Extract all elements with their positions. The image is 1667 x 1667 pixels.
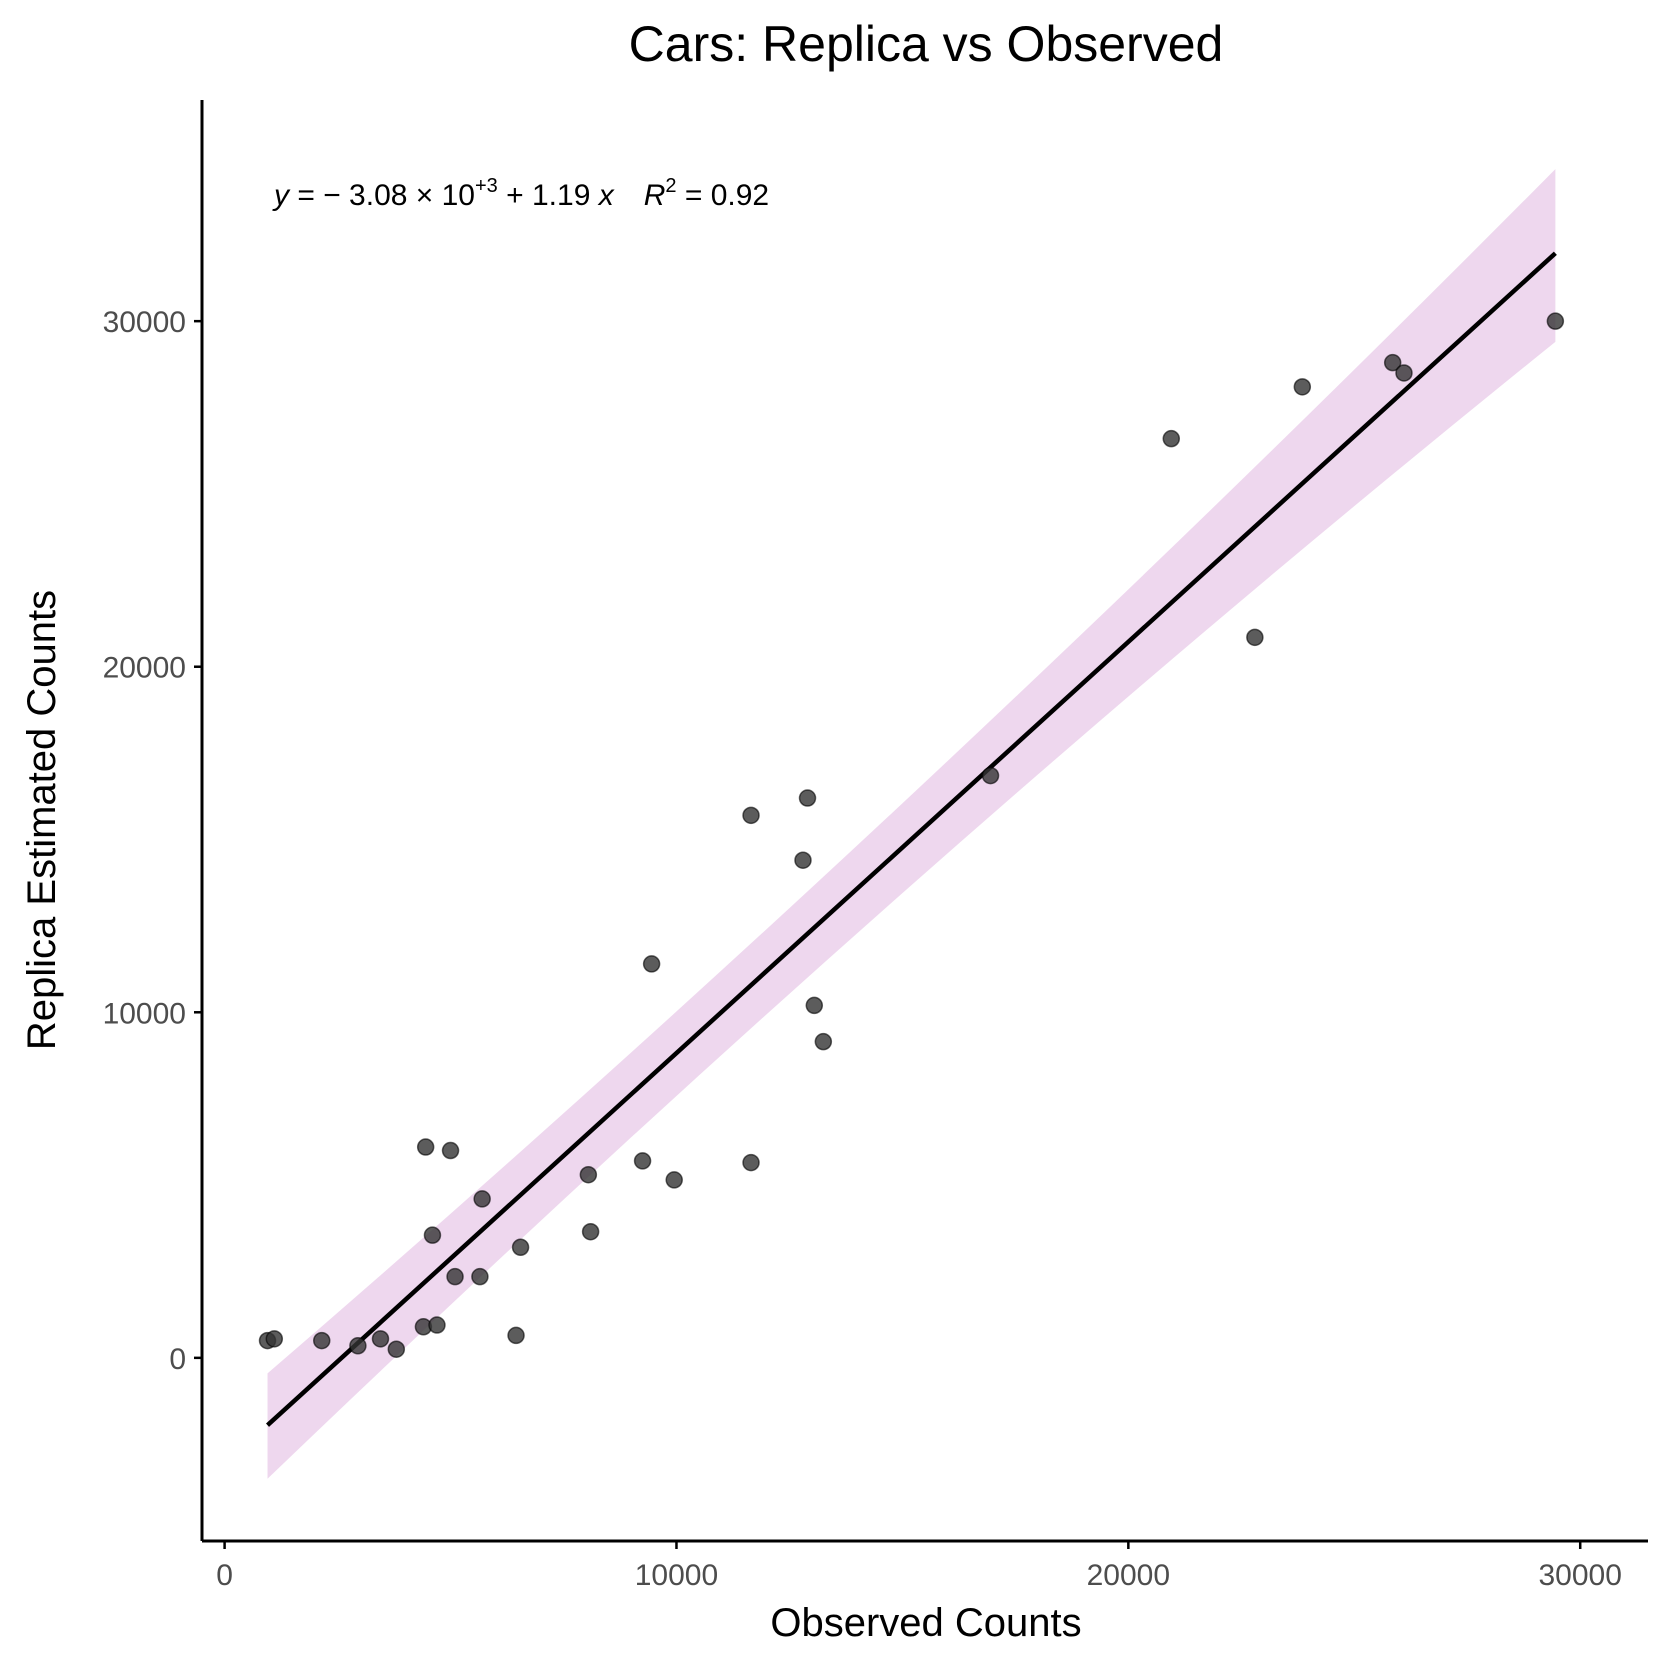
eq-y-symbol: y xyxy=(272,179,291,212)
eq-r-value: = 0.92 xyxy=(677,179,770,212)
eq-r-symbol: R xyxy=(644,179,666,212)
data-point xyxy=(423,1226,442,1244)
data-point xyxy=(349,1337,367,1355)
eq-intercept-text: = − 3.08 × 10 xyxy=(289,179,475,212)
x-axis-ticks: 0 10000 20000 30000 xyxy=(216,1541,1622,1592)
data-point xyxy=(1246,628,1264,647)
data-points-layer xyxy=(258,312,1565,1358)
y-tick-label: 30000 xyxy=(103,306,186,339)
data-point xyxy=(1162,429,1181,448)
data-point xyxy=(805,996,824,1015)
data-point xyxy=(1383,353,1402,372)
data-point xyxy=(441,1141,460,1160)
y-axis-ticks: 0 10000 20000 30000 xyxy=(103,306,202,1376)
confidence-band-layer xyxy=(267,169,1556,1479)
regression-line-layer xyxy=(266,251,1557,1427)
y-tick-label: 10000 xyxy=(103,997,186,1030)
data-point xyxy=(1395,364,1413,382)
data-point xyxy=(665,1171,683,1189)
y-tick-label: 0 xyxy=(169,1343,186,1376)
data-point xyxy=(312,1331,331,1350)
data-point xyxy=(428,1316,446,1334)
x-tick-label: 30000 xyxy=(1539,1559,1622,1592)
data-point xyxy=(742,806,760,825)
data-point xyxy=(446,1267,464,1286)
regression-line xyxy=(266,251,1557,1427)
regression-equation: y = − 3.08 × 10+3 + 1.19 x R2 = 0.92 xyxy=(272,175,769,212)
data-point xyxy=(1546,312,1565,330)
data-point xyxy=(473,1190,491,1208)
x-tick-label: 0 xyxy=(216,1559,233,1592)
x-tick-label: 20000 xyxy=(1087,1559,1170,1592)
data-point xyxy=(581,1222,600,1241)
data-point xyxy=(387,1340,406,1358)
y-axis-title: Replica Estimated Counts xyxy=(20,590,64,1050)
data-point xyxy=(794,851,812,869)
data-point xyxy=(798,789,817,807)
data-point xyxy=(742,1153,760,1172)
x-axis-title: Observed Counts xyxy=(770,1601,1081,1645)
data-point xyxy=(579,1165,598,1184)
data-point xyxy=(265,1330,284,1348)
data-point xyxy=(471,1267,489,1286)
eq-x-symbol: x xyxy=(597,179,615,212)
eq-r-exponent: 2 xyxy=(665,175,676,197)
data-point xyxy=(371,1330,390,1348)
data-point xyxy=(416,1138,435,1156)
eq-exponent: +3 xyxy=(475,175,498,197)
data-point xyxy=(981,766,1000,785)
data-point xyxy=(511,1238,530,1257)
data-point xyxy=(814,1032,833,1051)
data-point xyxy=(633,1152,652,1170)
x-tick-label: 10000 xyxy=(635,1559,718,1592)
data-point xyxy=(642,955,661,973)
eq-slope-text: + 1.19 xyxy=(498,179,599,212)
data-point xyxy=(507,1326,525,1345)
chart-title: Cars: Replica vs Observed xyxy=(629,16,1224,72)
y-tick-label: 20000 xyxy=(103,652,186,685)
data-point xyxy=(1293,378,1312,396)
confidence-band xyxy=(267,169,1556,1479)
